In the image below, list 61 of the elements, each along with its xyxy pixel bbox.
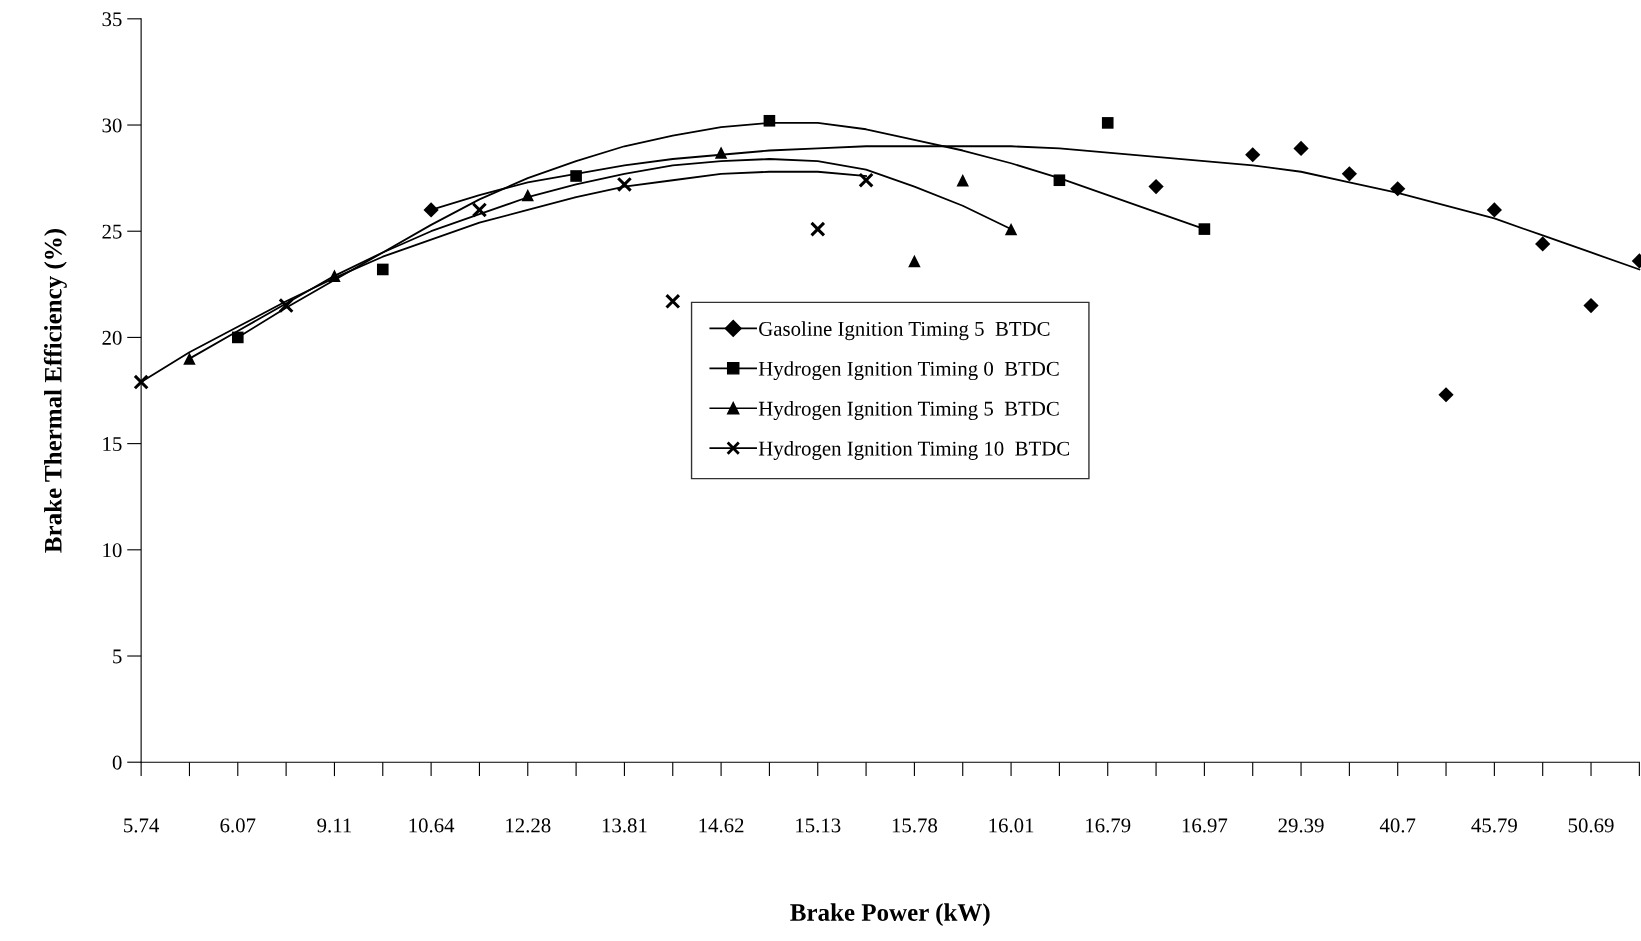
x-tick-label: 16.01 xyxy=(989,818,1034,833)
x-tick-label: 15.78 xyxy=(892,818,938,833)
point xyxy=(1438,387,1454,403)
x-tick-label: 16.79 xyxy=(1086,818,1131,833)
point xyxy=(665,293,681,310)
x-tick-label: 50.69 xyxy=(1568,818,1614,833)
point xyxy=(1486,202,1502,218)
point xyxy=(908,254,921,268)
y-axis-title: Brake Thermal Efficiency (%) xyxy=(43,229,67,553)
x-tick-label: 6.07 xyxy=(220,818,256,833)
point xyxy=(1198,223,1211,235)
y-tick-label: 25 xyxy=(102,224,122,239)
x-tick-label: 9.11 xyxy=(317,818,352,833)
point xyxy=(714,146,728,159)
point xyxy=(1245,147,1261,163)
x-tick-label: 10.64 xyxy=(409,818,455,833)
point xyxy=(1148,179,1164,195)
y-tick-label: 35 xyxy=(102,12,122,27)
x-tick-label: 40.7 xyxy=(1379,818,1416,833)
point xyxy=(471,202,488,218)
legend-label: Hydrogen Ignition Timing 10 BTDC xyxy=(758,440,1070,460)
legend-label: Hydrogen Ignition Timing 0 BTDC xyxy=(758,361,1059,381)
point xyxy=(616,176,633,193)
point xyxy=(1341,166,1357,182)
point xyxy=(1101,117,1114,129)
point xyxy=(423,202,439,218)
x-tick-label: 16.97 xyxy=(1182,818,1228,833)
point xyxy=(1583,297,1599,314)
point xyxy=(810,221,826,237)
x-tick-label: 13.81 xyxy=(602,818,647,833)
point xyxy=(570,170,582,182)
x-tick-label: 15.13 xyxy=(796,818,841,833)
x-tick-label: 45.79 xyxy=(1471,818,1517,833)
x-tick-label: 29.39 xyxy=(1278,818,1324,833)
y-tick-label: 15 xyxy=(103,437,122,452)
point xyxy=(956,174,969,187)
point xyxy=(1535,236,1551,252)
y-tick-label: 30 xyxy=(102,118,122,133)
point xyxy=(521,188,534,202)
point xyxy=(1390,181,1406,197)
legend-label: Hydrogen Ignition Timing 5 BTDC xyxy=(758,401,1059,421)
y-tick-label: 20 xyxy=(102,330,122,345)
point xyxy=(328,269,341,283)
y-tick-label: 10 xyxy=(103,543,122,558)
point xyxy=(1053,174,1066,187)
point xyxy=(231,331,244,344)
point xyxy=(278,297,294,314)
point xyxy=(133,374,149,390)
x-tick-label: 14.62 xyxy=(699,818,744,833)
point xyxy=(763,114,776,127)
point xyxy=(376,263,389,276)
y-tick-label: 5 xyxy=(113,649,122,664)
y-tick-label: 0 xyxy=(112,755,122,770)
point xyxy=(1004,222,1018,236)
point xyxy=(1293,140,1309,156)
x-tick-label: 5.74 xyxy=(124,818,160,833)
point xyxy=(183,352,196,365)
x-axis-title: Brake Power (kW) xyxy=(790,903,990,926)
legend-label: Gasoline Ignition Timing 5 BTDC xyxy=(759,321,1050,341)
point xyxy=(858,172,874,188)
x-tick-label: 12.28 xyxy=(506,818,551,833)
